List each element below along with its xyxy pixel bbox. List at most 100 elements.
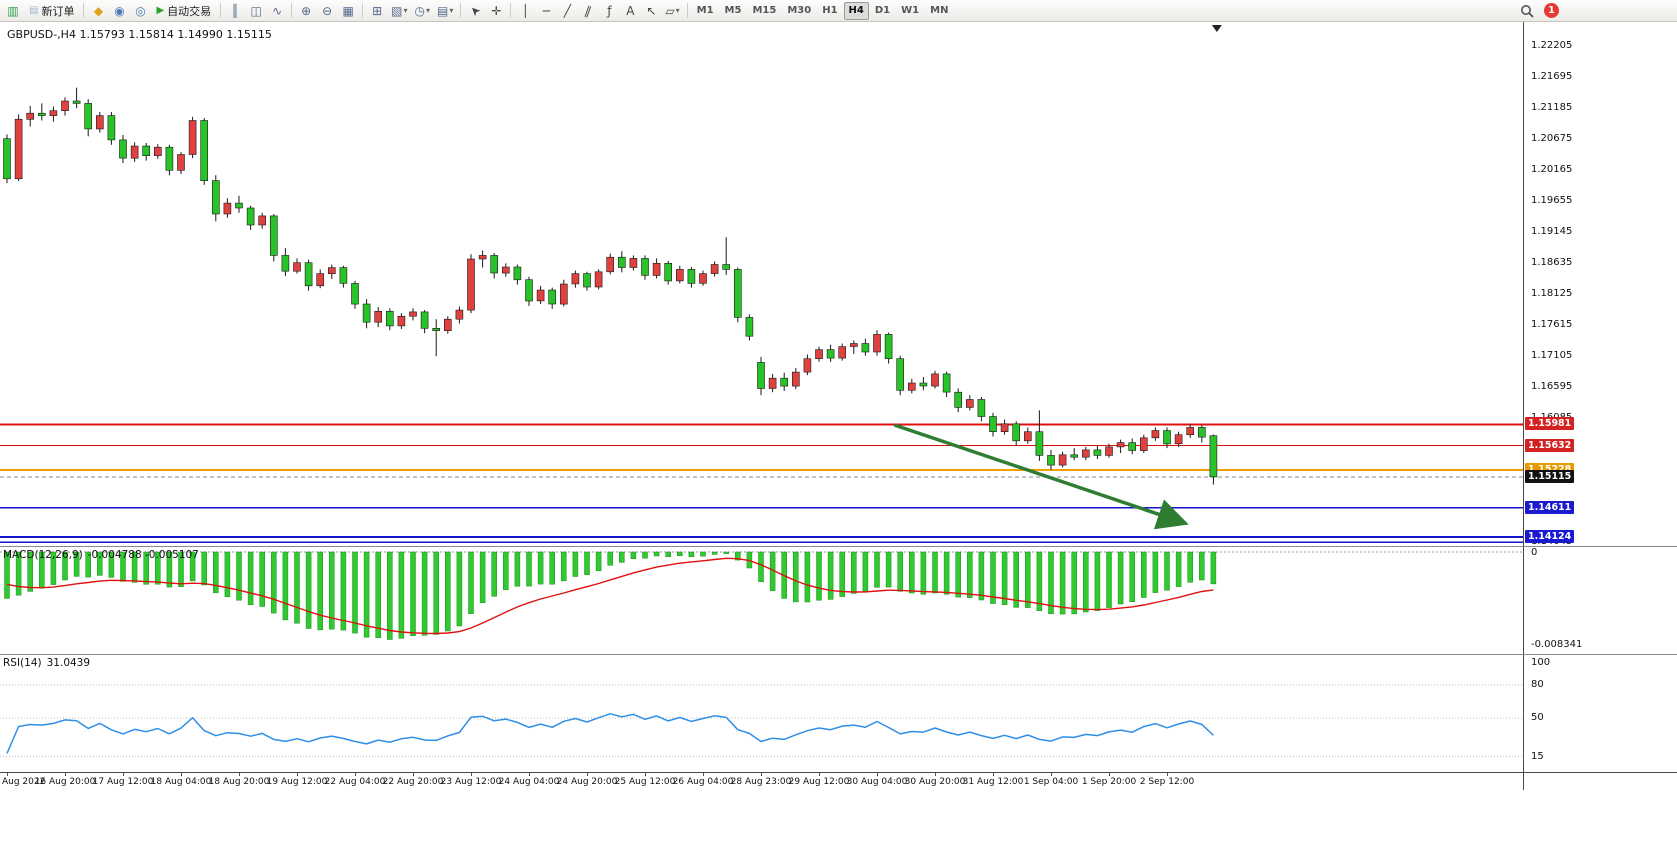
macd-panel[interactable]: MACD(12,26,9) -0.004788 -0.005107 0 -0.00…: [0, 546, 1677, 654]
candle: [536, 289, 545, 302]
terminal-icon[interactable]: ◎: [135, 3, 146, 18]
macd-axis[interactable]: 0 -0.008341: [1523, 547, 1676, 654]
candle: [525, 279, 533, 302]
rsi-panel[interactable]: RSI(14) 31.0439 100 80 50 15: [0, 654, 1677, 772]
candlestick-chart-type-icon[interactable]: ◫: [250, 3, 262, 18]
shapes-dropdown[interactable]: ▱ ▾: [665, 3, 680, 18]
candle: [3, 138, 11, 180]
time-tick: [1051, 773, 1052, 776]
vertical-line-icon[interactable]: │: [521, 3, 529, 18]
time-tick: [703, 773, 704, 776]
period-dropdown[interactable]: ◷ ▾: [414, 3, 431, 18]
trend-arrow-annotation[interactable]: [893, 423, 1189, 530]
text-tool-icon[interactable]: A: [626, 3, 635, 18]
timeframe-button-m1[interactable]: M1: [696, 5, 714, 16]
autotrading-button[interactable]: ▶ 自动交易: [151, 2, 216, 20]
crosshair-icon[interactable]: ✛: [491, 3, 502, 18]
time-label: 30 Aug 04:00: [846, 777, 908, 787]
new-order-button[interactable]: ▤ 新订单: [24, 2, 79, 20]
main-chart-svg[interactable]: [0, 22, 1523, 546]
horizontal-line-icon[interactable]: ─: [542, 3, 550, 18]
macd-bar: [259, 551, 265, 607]
time-label: 19 Aug 12:00: [266, 777, 328, 787]
grid-icon[interactable]: ▦: [342, 3, 354, 18]
price-axis[interactable]: 1.22205 1.21695 1.21185 1.20675 1.20165 1.196…: [1523, 22, 1676, 547]
candle: [954, 391, 963, 408]
timeframe-button-m30[interactable]: M30: [787, 5, 812, 16]
cursor-icon[interactable]: ➤: [466, 1, 484, 20]
search-icon[interactable]: [1517, 2, 1537, 20]
macd-bar: [15, 551, 22, 596]
toolbar-separator: [291, 3, 293, 18]
candle: [316, 273, 325, 287]
time-label: 25 Aug 12:00: [614, 777, 676, 787]
fibonacci-icon[interactable]: ƒ: [607, 3, 612, 18]
timeframe-button-h1[interactable]: H1: [822, 5, 838, 16]
time-label: 22 Aug 04:00: [324, 777, 386, 787]
timeframe-button-m5[interactable]: M5: [724, 5, 742, 16]
rsi-axis-label: 50: [1531, 712, 1544, 723]
channel-icon[interactable]: ∥: [583, 2, 594, 19]
macd-bar: [549, 551, 555, 585]
timeframe-button-w1[interactable]: W1: [901, 5, 920, 16]
macd-bar: [619, 551, 625, 563]
bar-chart-type-icon[interactable]: ║: [231, 3, 239, 18]
timeframe-button-mn[interactable]: MN: [930, 5, 949, 16]
macd-bar: [445, 551, 451, 632]
time-label: Aug 2022: [2, 777, 46, 787]
time-tick: [297, 773, 298, 776]
candle: [652, 263, 661, 276]
candle: [989, 416, 997, 432]
macd-axis-max: 0: [1531, 547, 1538, 558]
candle: [258, 215, 267, 226]
line-chart-type-icon[interactable]: ∿: [272, 3, 283, 18]
macd-bar: [4, 551, 10, 599]
macd-bar: [1083, 551, 1089, 613]
candle: [304, 262, 313, 287]
candle: [849, 343, 858, 347]
macd-bar: [932, 551, 938, 594]
candle: [351, 283, 359, 305]
zoom-in-icon[interactable]: ⊕: [301, 3, 312, 18]
candle: [130, 145, 139, 159]
candle: [1140, 437, 1148, 451]
time-axis[interactable]: Aug 2022 16 Aug 20:00 17 Aug 12:00 18 Aug 0…: [0, 772, 1677, 790]
macd-bar: [503, 551, 509, 591]
candle: [397, 315, 406, 327]
timeframe-button-d1[interactable]: D1: [874, 5, 891, 16]
candle: [803, 358, 812, 373]
current-price-label: 1.15115: [1525, 470, 1575, 483]
candle: [420, 311, 429, 329]
price-tick-label: 1.18125: [1531, 288, 1573, 299]
price-tick-label: 1.19145: [1531, 226, 1573, 237]
notification-badge[interactable]: 1: [1544, 3, 1559, 18]
macd-bar: [897, 551, 903, 592]
candle: [362, 303, 371, 323]
chart-shift-marker[interactable]: [1211, 25, 1222, 32]
new-chart-dropdown[interactable]: ▧ ▾: [391, 3, 408, 18]
template-dropdown[interactable]: ▤ ▾: [437, 3, 454, 18]
navigator-icon[interactable]: ◉: [114, 3, 125, 18]
app-logo-icon: ▥: [7, 3, 19, 18]
price-chart-panel[interactable]: GBPUSD-,H4 1.15793 1.15814 1.14990 1.151…: [0, 22, 1677, 547]
candle: [884, 334, 893, 359]
arrow-tool-icon[interactable]: ↖: [646, 3, 657, 18]
macd-bar: [851, 551, 857, 594]
candle: [1093, 449, 1102, 456]
rsi-axis-label: 100: [1531, 657, 1551, 668]
trendline-icon[interactable]: ╱: [563, 3, 571, 18]
timeframe-button-m15[interactable]: M15: [752, 5, 777, 16]
candle: [293, 262, 301, 272]
rsi-axis[interactable]: 100 80 50 15: [1523, 655, 1676, 772]
time-tick: [993, 773, 994, 776]
zoom-out-icon[interactable]: ⊖: [322, 3, 333, 18]
tile-windows-icon[interactable]: ⊞: [372, 3, 383, 18]
macd-bar: [456, 551, 463, 627]
candle: [594, 271, 603, 288]
candle: [513, 266, 522, 281]
market-watch-icon[interactable]: ◆: [93, 3, 104, 18]
candle: [177, 154, 185, 171]
macd-bar: [955, 551, 961, 598]
macd-bar: [1117, 551, 1124, 605]
timeframe-button-h4[interactable]: H4: [843, 1, 869, 20]
